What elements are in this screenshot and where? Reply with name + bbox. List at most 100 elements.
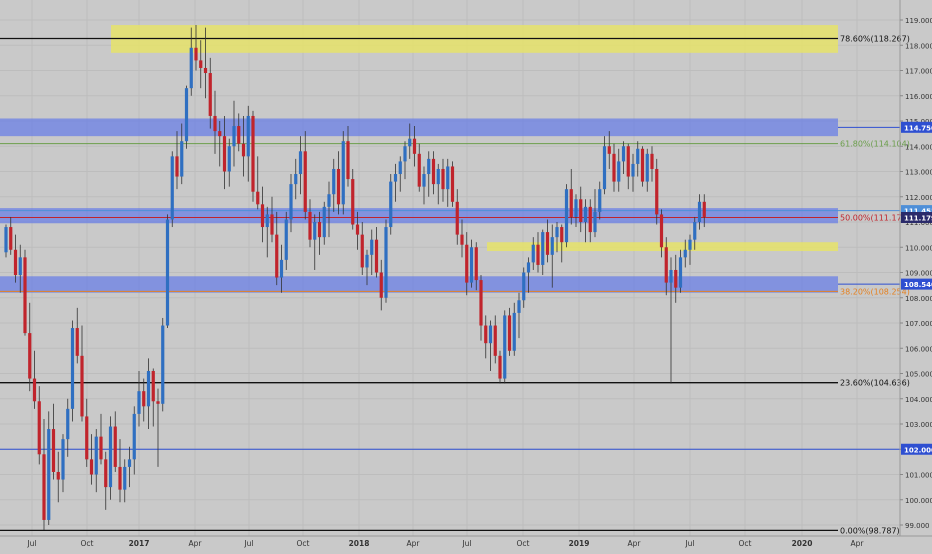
candle-up [18, 257, 22, 276]
candle-up [678, 257, 683, 288]
candle-down [536, 244, 540, 265]
time-tick-label: Oct [81, 539, 94, 548]
time-tick-label: Oct [517, 539, 530, 548]
price-tick-label: 101.000 [905, 472, 932, 480]
candle-up [550, 237, 554, 255]
price-tick-label: 110.000 [905, 244, 932, 252]
candle-up [693, 222, 697, 240]
candle-down [346, 141, 350, 180]
price-badge-label: 108.540 [904, 281, 932, 289]
candle-up [522, 272, 526, 301]
candle-down [37, 401, 41, 455]
candle-down [208, 73, 212, 116]
candle-up [555, 227, 559, 238]
candle-up [47, 429, 51, 520]
candle-down [113, 426, 117, 467]
candle-up [322, 206, 326, 238]
candle-up [370, 239, 374, 255]
candle-up [541, 232, 545, 265]
time-axis: Jul Oct 2017 Apr Jul Oct 2018 Apr Jul Oct 2019 Apr J… [26, 539, 864, 548]
candle-up [602, 146, 607, 190]
candle-up [593, 211, 597, 233]
candle-up [170, 156, 174, 220]
price-tick-label: 118.000 [905, 42, 932, 50]
candle-down [142, 391, 146, 407]
candle-up [683, 249, 687, 258]
candle-up [189, 47, 193, 89]
candle-down [275, 234, 279, 278]
candle-down [251, 115, 255, 192]
candle-down [355, 224, 360, 235]
candle-down [42, 454, 46, 520]
time-tick-label: Jul [26, 539, 36, 548]
candle-up [61, 439, 65, 480]
candle-up [265, 214, 269, 228]
time-tick-label: Oct [739, 539, 752, 548]
candle-down [351, 179, 355, 225]
candle-down [498, 355, 502, 379]
candle-down [194, 47, 198, 61]
time-tick-label: Jul [684, 539, 694, 548]
candle-up [403, 146, 407, 162]
fib-label: 78.60%(118.267) [840, 35, 910, 44]
fib-label: 23.60%(104.636) [840, 379, 910, 388]
candle-down [579, 199, 583, 222]
candle-down [56, 471, 60, 480]
candle-down [674, 269, 678, 288]
candle-down [80, 355, 84, 417]
candle-down [374, 239, 379, 273]
candle-down [218, 131, 222, 137]
price-badge [901, 278, 932, 290]
candle-down [612, 153, 616, 182]
candle-up [227, 146, 231, 172]
candle-up [688, 239, 692, 250]
candle-down [28, 333, 32, 379]
candle-down [664, 247, 668, 283]
price-tick-label: 113.000 [905, 169, 932, 177]
price-badge [901, 121, 932, 133]
candle-up [313, 222, 317, 240]
candle-down [588, 206, 592, 233]
candle-down [460, 234, 464, 245]
candle-up [132, 413, 136, 460]
price-badge [901, 443, 932, 455]
candle-up [4, 227, 8, 253]
fib-label: 0.00%(98.787) [840, 526, 900, 535]
candle-down [85, 416, 89, 460]
candle-down [412, 138, 417, 154]
candle-down [465, 244, 469, 283]
candle-up [598, 189, 602, 212]
candle-down [303, 151, 307, 212]
candle-up [294, 174, 298, 185]
candle-down [317, 222, 322, 238]
time-tick-label: Jul [243, 539, 253, 548]
price-badge [901, 205, 932, 217]
candle-down [507, 315, 512, 351]
candle-up [246, 115, 250, 157]
candle-up [108, 426, 113, 488]
candle-down [626, 146, 630, 177]
candle-up [279, 259, 284, 278]
candle-down [360, 234, 364, 268]
candle-down [450, 166, 455, 202]
candle-up [422, 174, 426, 187]
candle-up [289, 184, 293, 220]
candle-down [9, 227, 13, 250]
candle-down [379, 272, 383, 298]
candle-down [455, 201, 459, 235]
price-tick-label: 99.000 [905, 522, 930, 530]
candle-down [441, 168, 445, 190]
blue-zone [0, 208, 838, 224]
candle-up [298, 151, 303, 175]
price-tick-label: 104.000 [905, 396, 932, 404]
price-badge-label: 111.451 [904, 208, 932, 216]
candle-down [493, 325, 497, 356]
candle-up [669, 269, 673, 283]
candle-down [256, 191, 260, 205]
candle-down [237, 126, 241, 144]
price-tick-label: 105.000 [905, 371, 932, 379]
candle-up [503, 315, 507, 379]
candle-up [645, 153, 649, 182]
candle-down [151, 370, 155, 402]
candle-down [640, 148, 645, 182]
